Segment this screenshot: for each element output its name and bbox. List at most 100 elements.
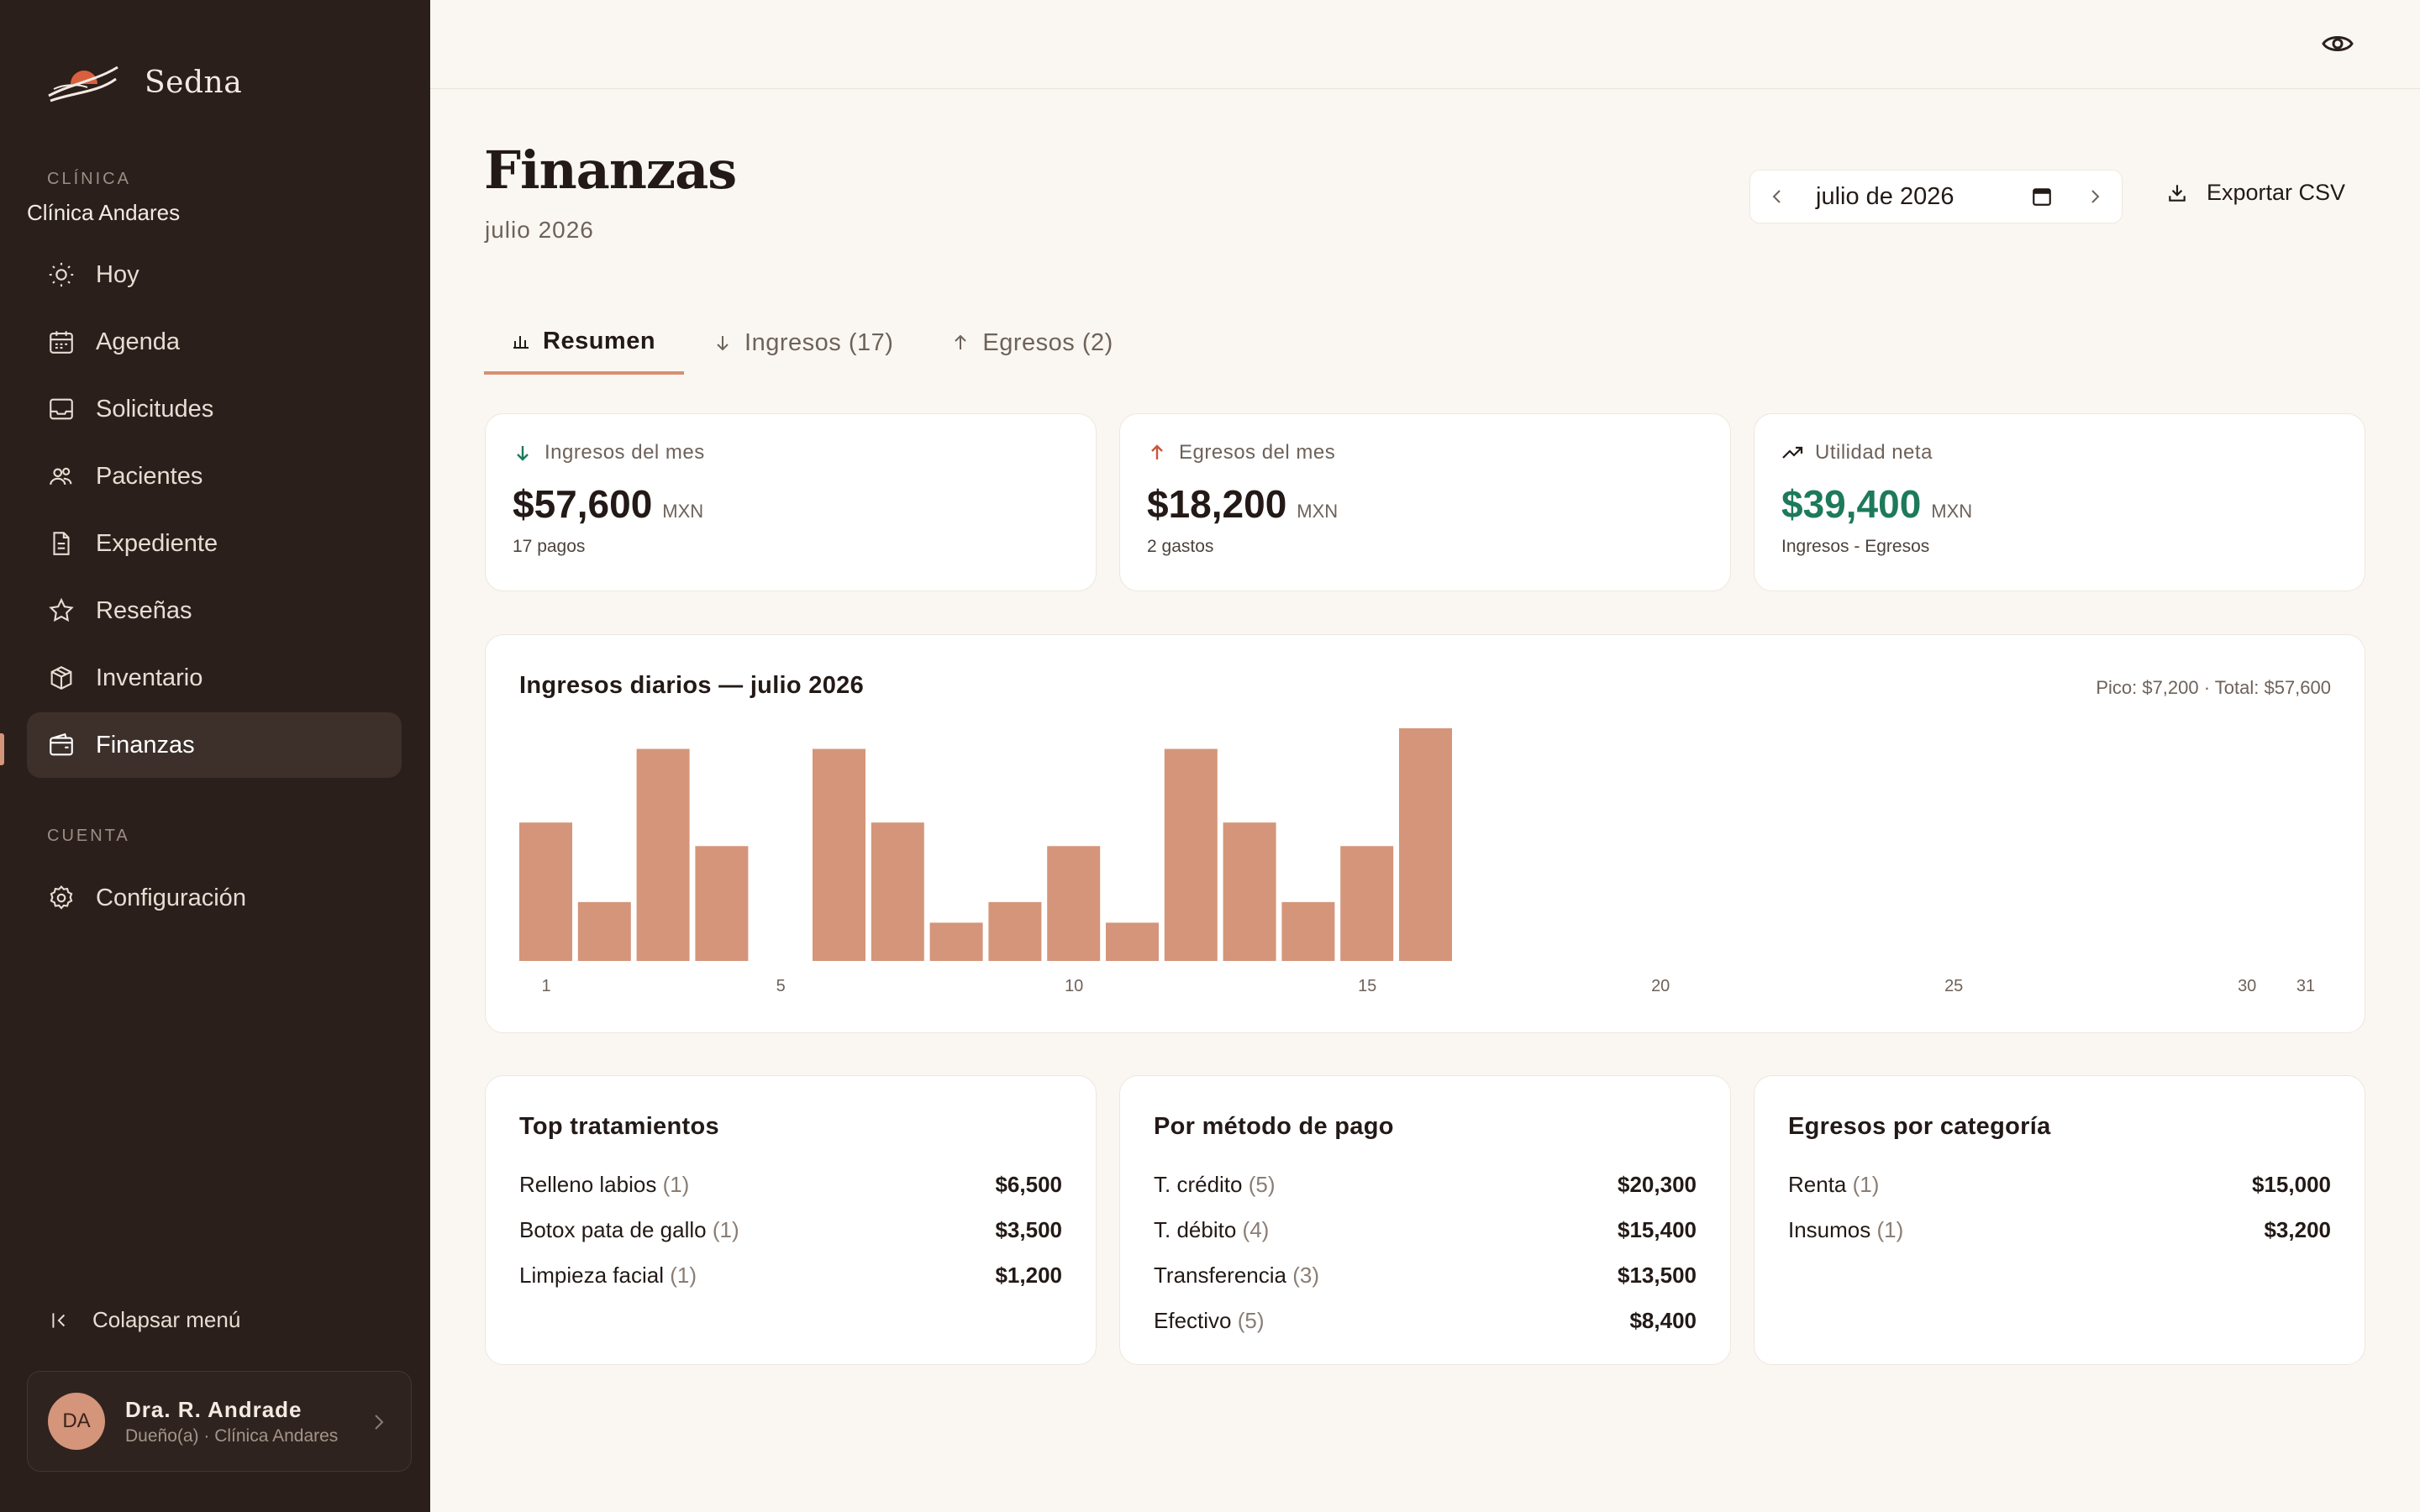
- export-label: Exportar CSV: [2207, 180, 2346, 205]
- avatar: DA: [48, 1393, 105, 1450]
- chart-tick-label: 15: [1358, 977, 1376, 995]
- kpi-card-utilidad: Utilidad neta $39,400 MXN Ingresos - Egr…: [1754, 413, 2365, 591]
- eye-icon[interactable]: [2321, 30, 2354, 57]
- list-item-amount: $1,200: [995, 1262, 1062, 1288]
- tab-resumen[interactable]: Resumen: [484, 311, 685, 375]
- chart-bar-day-16: [1399, 728, 1452, 961]
- kpi-label: Ingresos del mes: [513, 441, 705, 465]
- chart-tick-label: 31: [2296, 977, 2315, 995]
- nav-item-agenda[interactable]: Agenda: [27, 309, 402, 375]
- kpi-amount: $18,200: [1147, 482, 1287, 526]
- arrow-down-icon: [517, 446, 529, 461]
- list-item-name-wrap: Relleno labios (1): [519, 1172, 689, 1198]
- list-item-name: Renta: [1788, 1171, 1847, 1197]
- nav-item-configuracion[interactable]: Configuración: [27, 865, 402, 931]
- month-input-value: julio de 2026: [1816, 182, 1954, 210]
- kpi-unit: MXN: [662, 501, 704, 522]
- kpi-label-text: Ingresos del mes: [544, 441, 705, 464]
- kpi-value: $57,600 MXN: [513, 481, 703, 527]
- month-picker: julio de 2026: [1749, 170, 2123, 223]
- list-item: Limpieza facial (1) $1,200: [519, 1252, 1062, 1298]
- kpi-foot: 2 gastos: [1147, 537, 1214, 556]
- list-item-count: (4): [1242, 1216, 1270, 1242]
- list-item-amount: $6,500: [995, 1171, 1062, 1197]
- kpi-label-text: Egresos del mes: [1179, 441, 1336, 464]
- kpi-card-egresos: Egresos del mes $18,200 MXN 2 gastos: [1119, 413, 1731, 591]
- nav-item-label: Solicitudes: [96, 395, 214, 423]
- kpi-value: $18,200 MXN: [1147, 481, 1338, 527]
- tab-egresos[interactable]: Egresos (2): [922, 311, 1141, 375]
- brand-name: Sedna: [145, 65, 243, 100]
- list-item-name: T. débito: [1154, 1216, 1237, 1242]
- chevron-left-icon: [1772, 190, 1781, 203]
- nav-item-pacientes[interactable]: Pacientes: [27, 444, 402, 509]
- list-item-name: Limpieza facial: [519, 1262, 664, 1288]
- list-item: Renta (1) $15,000: [1788, 1162, 2331, 1207]
- bar-chart-icon: [513, 336, 529, 349]
- top-treatments-card: Top tratamientos Relleno labios (1) $6,50…: [485, 1075, 1097, 1365]
- chart-bar-day-11: [1106, 922, 1159, 961]
- list-item: T. crédito (5) $20,300: [1154, 1162, 1697, 1207]
- list-item: Botox pata de gallo (1) $3,500: [519, 1207, 1062, 1252]
- chart-title: Ingresos diarios — julio 2026: [519, 672, 864, 699]
- chevron-right-icon: [375, 1415, 384, 1430]
- chart-meta: Pico: $7,200 · Total: $57,600: [2096, 677, 2331, 698]
- list-item-name: Transferencia: [1154, 1262, 1286, 1288]
- sun-icon: [49, 262, 74, 287]
- chart-bar-day-4: [695, 846, 749, 961]
- next-month-button[interactable]: [2068, 170, 2122, 223]
- list-item-count: (5): [1237, 1307, 1265, 1333]
- chart-tick-label: 20: [1651, 977, 1670, 995]
- top-bar: [430, 0, 2420, 89]
- chart-bar-day-10: [1047, 846, 1101, 961]
- chevron-right-icon: [2091, 190, 2100, 203]
- kpi-amount: $57,600: [513, 482, 653, 526]
- kpi-label-text: Utilidad neta: [1815, 441, 1933, 464]
- chart-bar-day-7: [871, 822, 924, 961]
- nav-item-finanzas[interactable]: Finanzas: [27, 712, 402, 778]
- list-title: Egresos por categoría: [1788, 1113, 2051, 1140]
- list-item-name-wrap: Efectivo (5): [1154, 1308, 1265, 1334]
- tab-ingresos[interactable]: Ingresos (17): [684, 311, 922, 375]
- prev-month-button[interactable]: [1750, 170, 1804, 223]
- chart-bar-day-1: [519, 822, 572, 961]
- list-item-name-wrap: Renta (1): [1788, 1172, 1879, 1198]
- list-item: Efectivo (5) $8,400: [1154, 1298, 1697, 1343]
- list-item-name-wrap: T. crédito (5): [1154, 1172, 1276, 1198]
- list-item-name-wrap: Insumos (1): [1788, 1217, 1903, 1243]
- nav-item-solicitudes[interactable]: Solicitudes: [27, 376, 402, 442]
- month-input[interactable]: julio de 2026: [1804, 183, 2068, 211]
- nav-item-resenas[interactable]: Reseñas: [27, 578, 402, 643]
- kpi-foot: 17 pagos: [513, 537, 586, 556]
- download-icon: [2169, 184, 2186, 202]
- list-item-name-wrap: Limpieza facial (1): [519, 1263, 697, 1289]
- kpi-unit: MXN: [1931, 501, 1973, 522]
- tab-label: Egresos (2): [982, 328, 1113, 356]
- chart-bar-day-6: [813, 748, 865, 961]
- collapse-icon: [52, 1312, 66, 1328]
- clinic-name[interactable]: Clínica Andares: [27, 200, 181, 225]
- list-item-amount: $13,500: [1618, 1262, 1697, 1288]
- nav-item-label: Pacientes: [96, 462, 203, 490]
- list-item-amount: $15,400: [1618, 1216, 1697, 1242]
- expense-category-card: Egresos por categoría Renta (1) $15,000 In…: [1754, 1075, 2365, 1365]
- list: Renta (1) $15,000 Insumos (1) $3,200: [1788, 1162, 2331, 1252]
- chart-tick-label: 30: [2238, 977, 2256, 995]
- chart-bar-day-14: [1281, 901, 1335, 961]
- kpi-amount: $39,400: [1781, 482, 1922, 526]
- brand[interactable]: Sedna: [45, 59, 242, 106]
- kpi-label: Egresos del mes: [1147, 441, 1335, 465]
- export-csv-button[interactable]: Exportar CSV: [2166, 180, 2345, 206]
- nav-item-inventario[interactable]: Inventario: [27, 645, 402, 711]
- collapse-menu-button[interactable]: Colapsar menú: [49, 1307, 240, 1333]
- user-card[interactable]: DA Dra. R. Andrade Dueño(a) · Clínica An…: [27, 1371, 412, 1472]
- nav-item-expediente[interactable]: Expediente: [27, 511, 402, 576]
- chart-bar-day-13: [1223, 822, 1276, 961]
- list-item: Insumos (1) $3,200: [1788, 1207, 2331, 1252]
- nav-item-hoy[interactable]: Hoy: [27, 242, 402, 307]
- list: T. crédito (5) $20,300 T. débito (4) $15,40…: [1154, 1162, 1697, 1343]
- arrow-up-icon: [1151, 444, 1163, 459]
- kpi-label: Utilidad neta: [1781, 441, 1933, 465]
- user-role: Dueño(a) · Clínica Andares: [125, 1425, 339, 1446]
- collapse-label: Colapsar menú: [92, 1307, 241, 1332]
